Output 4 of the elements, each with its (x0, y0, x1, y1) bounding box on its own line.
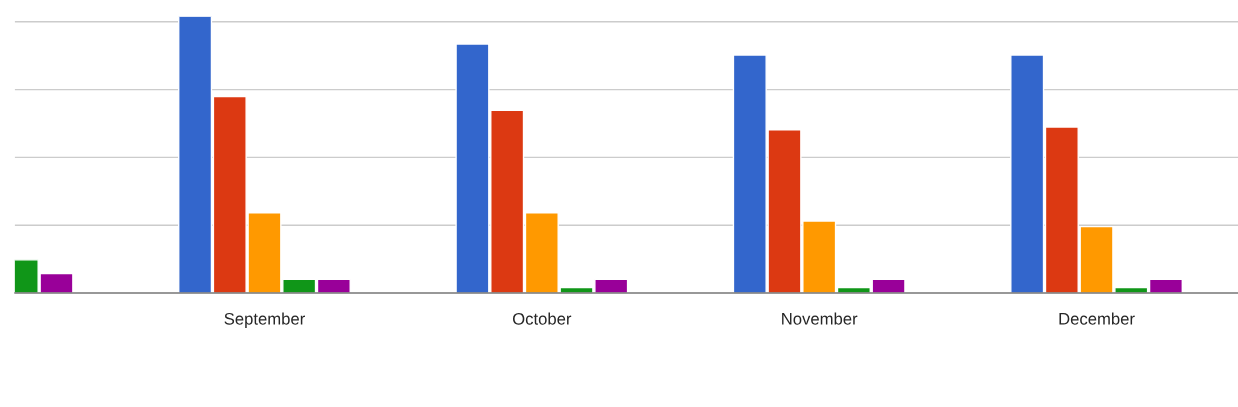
x-tick-label: October (512, 312, 572, 325)
x-tick-label: September (224, 312, 305, 329)
x-tick-label: November (782, 312, 858, 325)
x-tick-label: December (1059, 312, 1135, 325)
